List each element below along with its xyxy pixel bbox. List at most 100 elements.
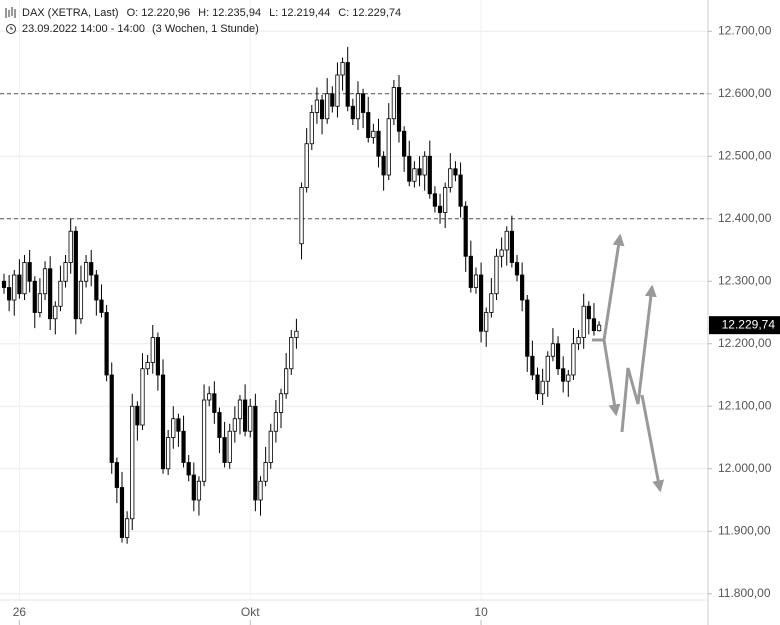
candle-body <box>63 262 68 282</box>
candle-body <box>181 430 186 463</box>
candle-body <box>335 74 340 107</box>
date: 23.09.2022 14:00 - 14:00 <box>22 23 145 35</box>
candle-body <box>268 430 273 463</box>
header: DAX (XETRA, Last) O: 12.220,96 H: 12.235,94 L… <box>5 7 401 35</box>
candle-body <box>525 299 530 357</box>
candle-body <box>248 405 253 432</box>
candle-body <box>150 337 155 363</box>
candle-body <box>555 343 561 370</box>
candle-body <box>484 312 489 332</box>
candle-body <box>186 462 191 476</box>
candle-body <box>586 305 591 320</box>
candle-body <box>376 130 381 157</box>
candle-body <box>99 299 104 313</box>
candle-body <box>104 312 109 376</box>
candle-body <box>350 105 355 120</box>
candle-body <box>232 418 237 432</box>
x-tick-label: 10 <box>474 605 488 619</box>
candle-body <box>263 462 268 482</box>
candle-body <box>78 280 84 320</box>
candle-body <box>371 130 376 138</box>
candle-body <box>135 405 140 426</box>
candle-body <box>201 399 207 482</box>
candle-body <box>217 412 222 438</box>
candles <box>1 46 602 544</box>
grid <box>0 0 708 600</box>
range: (3 Wochen, 1 Stunde) <box>152 23 259 35</box>
candle-body <box>458 174 463 207</box>
candle-body <box>258 480 263 501</box>
y-tick-label: 11.800,00 <box>718 586 771 600</box>
candle-body <box>130 405 135 520</box>
candle-body <box>119 487 125 538</box>
candle-body <box>83 262 89 282</box>
candle-body <box>114 462 119 488</box>
candle-body <box>381 155 386 176</box>
x-tick-label: Okt <box>241 605 260 619</box>
candle-body <box>576 337 581 345</box>
candle-body <box>330 93 335 107</box>
candle-body <box>427 155 432 195</box>
candle-body <box>140 368 145 426</box>
candle-body <box>407 155 412 182</box>
candle-body <box>89 262 94 276</box>
candle-body <box>212 393 217 413</box>
y-tick-label: 12.600,00 <box>718 86 772 100</box>
candle-body <box>284 368 289 395</box>
candle-body <box>468 255 473 288</box>
y-tick-label: 12.300,00 <box>718 273 772 287</box>
candle-body <box>499 249 504 257</box>
candle-body <box>48 268 53 320</box>
ohlc-value: 12.235,94 <box>212 7 261 19</box>
candle-body <box>7 287 12 301</box>
candle-body <box>160 374 166 470</box>
candle-body <box>299 187 304 245</box>
candle-body <box>294 330 299 338</box>
candle-body <box>145 362 150 370</box>
candle-body <box>520 274 525 301</box>
candle-body <box>391 87 396 120</box>
candle-body <box>27 262 32 282</box>
candle-body <box>155 337 160 376</box>
header-line: DAX (XETRA, Last) O: 12.220,96 H: 12.235,94 L… <box>22 7 401 19</box>
candle-body <box>360 93 366 113</box>
candle-body <box>514 262 520 276</box>
y-tick-label: 12.700,00 <box>718 23 772 37</box>
candle-body <box>571 343 576 376</box>
candle-body <box>53 305 58 320</box>
candle-body <box>509 230 514 263</box>
candle-body <box>325 93 330 120</box>
candle-body <box>273 412 278 432</box>
candle-body <box>171 418 176 438</box>
y-tick-label: 12.500,00 <box>718 148 772 162</box>
candle-body <box>42 268 48 295</box>
y-tick-label: 12.400,00 <box>718 211 772 225</box>
candle-body <box>489 293 494 313</box>
candle-body <box>535 374 540 395</box>
candle-body <box>176 418 181 432</box>
clock-hand <box>10 26 13 30</box>
y-tick-label: 11.900,00 <box>718 523 771 537</box>
candle-body <box>309 112 314 145</box>
clock-icon <box>6 24 16 34</box>
candle-body <box>191 474 196 501</box>
candle-body <box>386 118 391 176</box>
arrow <box>602 339 621 417</box>
candle-body <box>494 255 499 295</box>
candle-body <box>473 274 479 288</box>
candle-body <box>437 205 443 213</box>
candle-body <box>17 274 22 295</box>
candle-body <box>412 168 417 182</box>
candle-body <box>566 374 571 382</box>
candle-body <box>453 168 458 176</box>
candle-body <box>550 343 556 357</box>
candle-body <box>319 99 325 120</box>
candle-body <box>1 280 7 288</box>
candle-body <box>243 399 248 432</box>
candle-body <box>196 480 202 501</box>
candle-body <box>109 374 114 463</box>
candle-body <box>253 405 258 501</box>
ohlc-key: H: <box>198 7 209 19</box>
